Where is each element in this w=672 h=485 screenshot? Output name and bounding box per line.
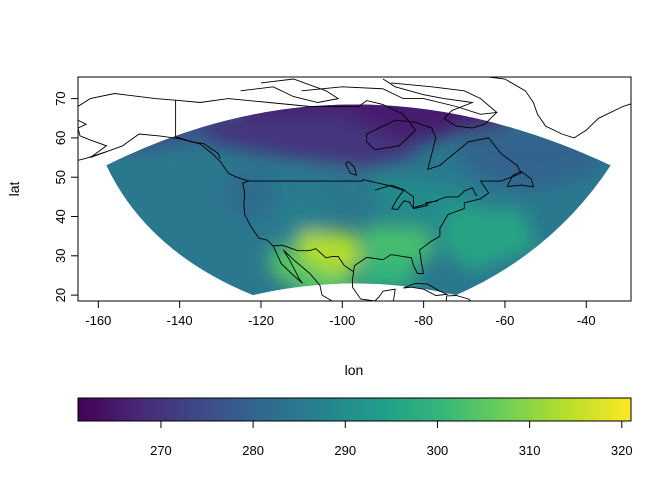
boundary-hispaniola [445,295,472,301]
map-boundaries [78,77,631,301]
plot-frame [77,76,632,302]
colorbar-tick-label: 290 [334,443,356,458]
y-axis-label: lat [6,182,22,197]
boundary-victoria-banks [240,78,340,103]
y-tick-label: 30 [53,249,68,263]
region-western-atlantic [439,208,538,272]
x-tick-label: -40 [577,313,596,328]
colorbar-tick-label: 320 [611,443,633,458]
y-axis: 20 30 40 50 60 70 [53,91,78,302]
x-tick-label: -140 [167,313,193,328]
colorbar: 270 280 290 300 310 320 [77,397,633,458]
y-tick-label: 40 [53,209,68,223]
heatmap-field [106,104,611,296]
y-tick-label: 50 [53,170,68,184]
x-tick-label: -60 [496,313,515,328]
colorbar-axis: 270 280 290 300 310 320 [150,421,633,458]
region-northern-canada [187,114,424,170]
x-tick-label: -100 [329,313,355,328]
region-north-pacific [106,145,229,225]
colorbar-tick-label: 280 [242,443,264,458]
y-tick-label: 20 [53,288,68,302]
colorbar-tick-label: 310 [519,443,541,458]
boundary-newfoundland [506,170,535,188]
boundary-aleutian-peninsula [78,151,107,161]
region-northern-great-plains [281,169,375,209]
x-axis: -160 -140 -120 -100 -80 -60 -40 [85,301,596,328]
boundary-lake-winnipeg [345,161,358,176]
y-tick-label: 60 [53,131,68,145]
boundary-cuba [403,282,449,296]
colorbar-tick-label: 300 [427,443,449,458]
x-tick-label: -160 [85,313,111,328]
region-pacific-northwest [220,169,278,225]
boundary-baffin-island [382,78,498,129]
x-tick-label: -120 [248,313,274,328]
boundary-alaska-canada-border [175,100,221,159]
colorbar-tick-label: 270 [150,443,172,458]
boundary-greenland [484,77,631,139]
temperature-field [106,104,611,296]
region-texas-northern-mexico [297,232,363,276]
field-regions [106,104,603,296]
y-tick-label: 70 [53,91,68,105]
x-tick-label: -80 [414,313,433,328]
region-southeast-us [358,224,432,268]
boundary-great-lakes [374,184,438,211]
region-gulf-of-mexico [354,259,416,292]
boundary-north-america-coast [78,93,522,301]
colorbar-gradient [77,397,632,422]
boundary-hudson-bay-west-islands [301,82,498,115]
boundary-us-mexico-border [272,244,354,273]
x-axis-label: lon [345,362,364,378]
boundary-us-canada-border [248,179,477,209]
